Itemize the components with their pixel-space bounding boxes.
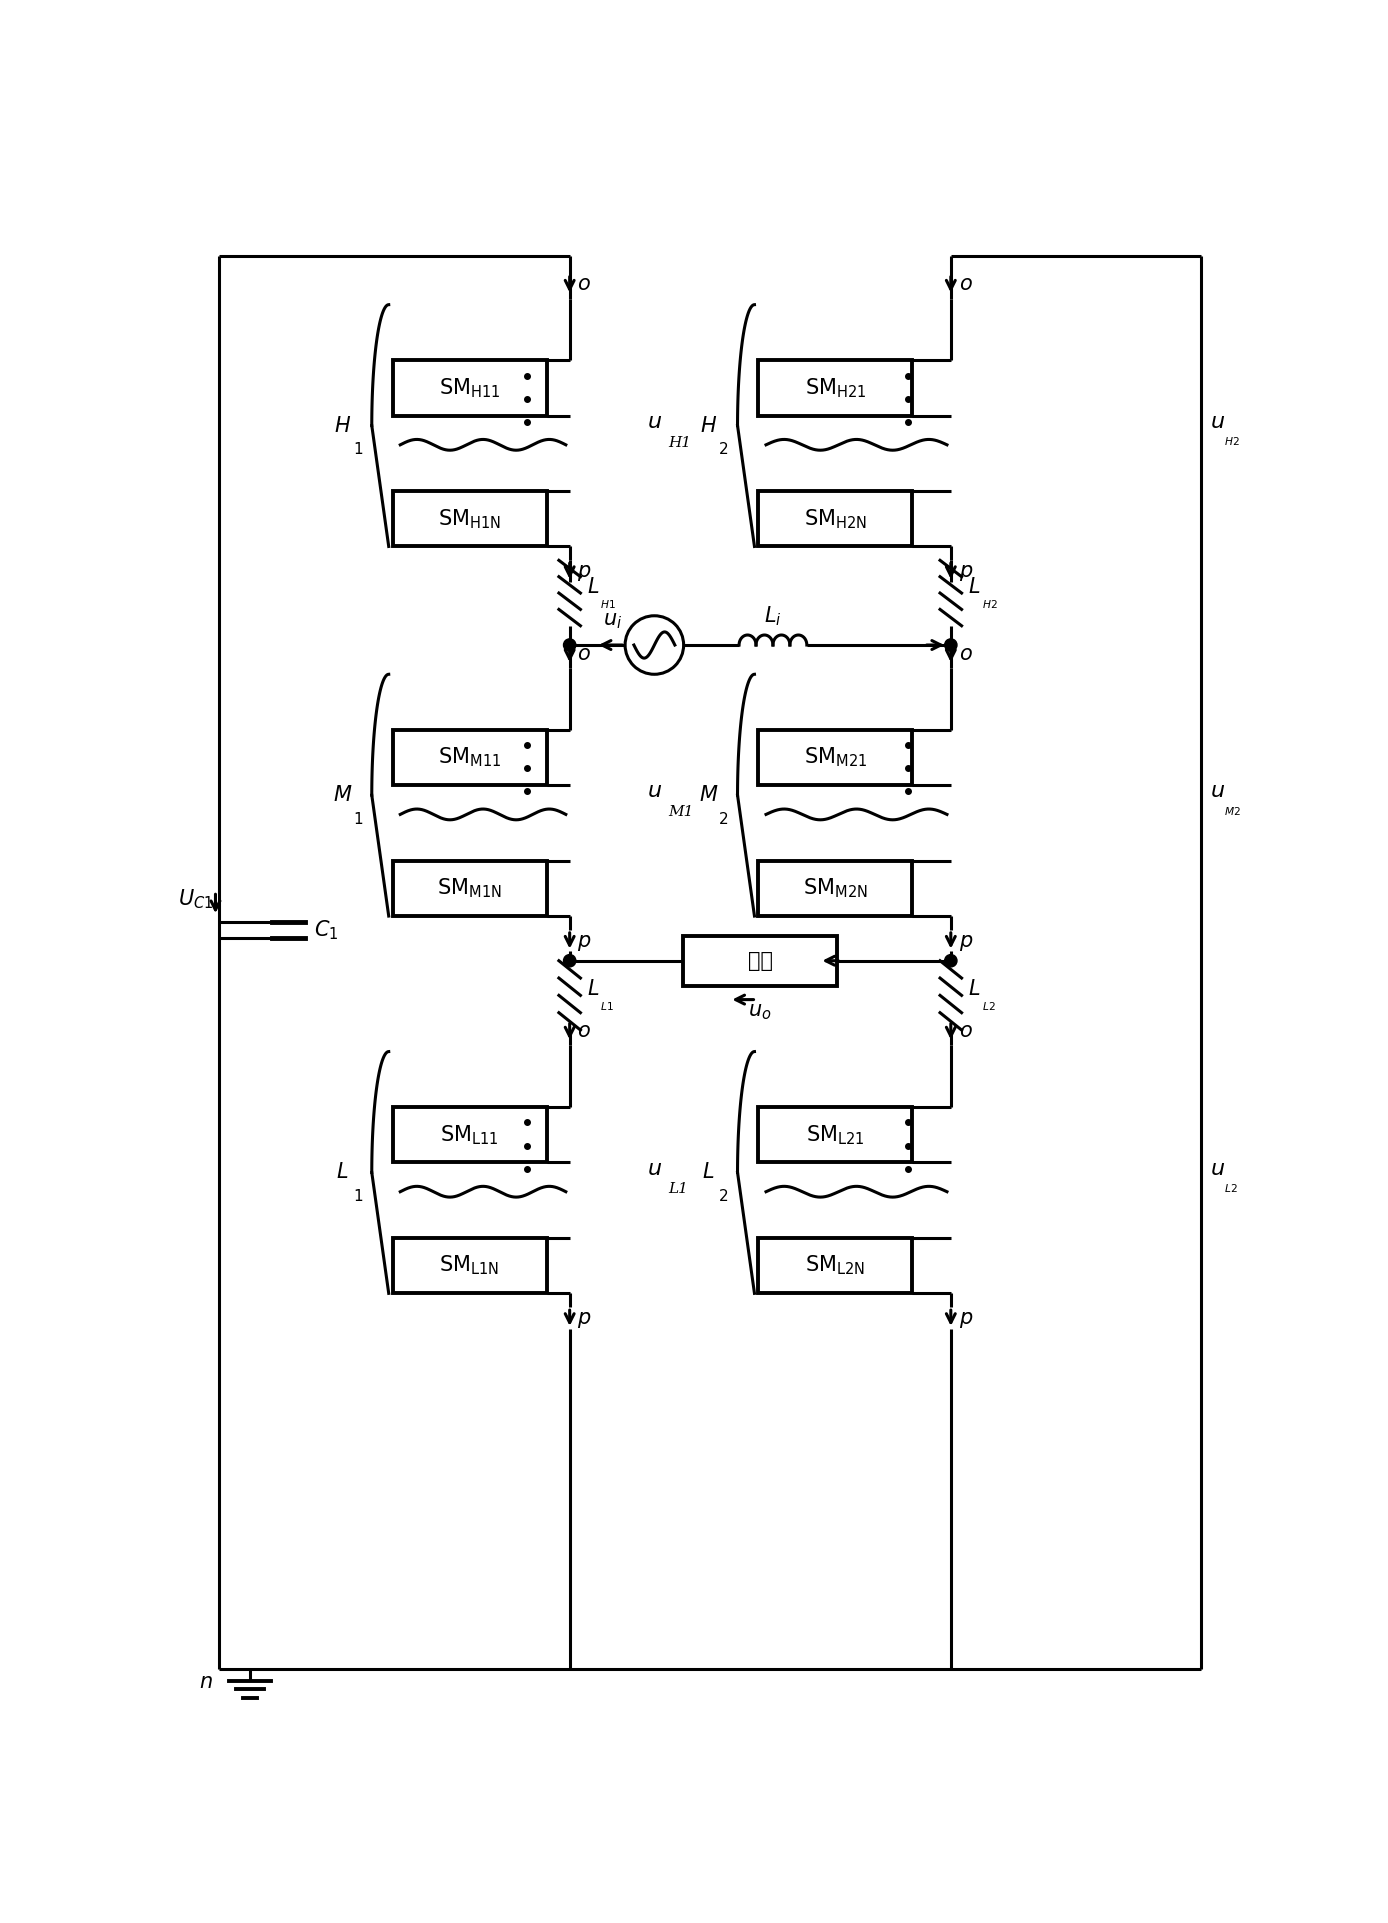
Text: $_{M2}$: $_{M2}$ — [1224, 804, 1241, 817]
Text: $\mathrm{SM}_{\mathrm{H1N}}$: $\mathrm{SM}_{\mathrm{H1N}}$ — [439, 508, 501, 531]
Text: $u$: $u$ — [647, 1158, 662, 1179]
Text: $\mathit{M}$: $\mathit{M}$ — [333, 785, 353, 806]
Text: $\mathit{2}$: $\mathit{2}$ — [718, 1188, 729, 1204]
FancyBboxPatch shape — [758, 1108, 912, 1163]
Text: M1: M1 — [668, 806, 694, 819]
Text: $L$: $L$ — [587, 979, 600, 1000]
Text: $o$: $o$ — [959, 644, 973, 663]
Text: $p$: $p$ — [959, 933, 973, 954]
Text: $o$: $o$ — [577, 644, 591, 663]
Text: $\mathit{H}$: $\mathit{H}$ — [700, 415, 716, 437]
Text: $u_i$: $u_i$ — [602, 612, 622, 631]
FancyBboxPatch shape — [683, 937, 837, 986]
FancyBboxPatch shape — [758, 729, 912, 785]
FancyBboxPatch shape — [393, 729, 547, 785]
Text: $_{L1}$: $_{L1}$ — [601, 1000, 615, 1013]
FancyBboxPatch shape — [758, 862, 912, 915]
Text: $p$: $p$ — [959, 563, 973, 583]
Text: $_{L2}$: $_{L2}$ — [981, 1000, 995, 1013]
Text: $\mathrm{SM}_{\mathrm{M2N}}$: $\mathrm{SM}_{\mathrm{M2N}}$ — [802, 877, 868, 900]
Text: $p$: $p$ — [577, 563, 591, 583]
FancyBboxPatch shape — [393, 360, 547, 415]
Text: $\mathrm{SM}_{\mathrm{H11}}$: $\mathrm{SM}_{\mathrm{H11}}$ — [439, 377, 501, 400]
Text: $U_{C1}$: $U_{C1}$ — [178, 887, 214, 912]
Text: $\mathit{1}$: $\mathit{1}$ — [353, 1188, 362, 1204]
Text: L1: L1 — [668, 1183, 688, 1196]
Text: $\mathit{2}$: $\mathit{2}$ — [718, 812, 729, 827]
Text: $\mathrm{SM}_{\mathrm{L1N}}$: $\mathrm{SM}_{\mathrm{L1N}}$ — [440, 1254, 500, 1277]
Text: $_{H2}$: $_{H2}$ — [1224, 435, 1239, 448]
Text: $\mathrm{SM}_{\mathrm{H2N}}$: $\mathrm{SM}_{\mathrm{H2N}}$ — [804, 508, 868, 531]
Text: $u$: $u$ — [1210, 412, 1226, 433]
Text: $_{H2}$: $_{H2}$ — [981, 596, 998, 612]
FancyBboxPatch shape — [758, 360, 912, 415]
Text: $\mathit{H}$: $\mathit{H}$ — [335, 415, 351, 437]
Text: $u$: $u$ — [1210, 781, 1226, 802]
Text: $\mathrm{SM}_{\mathrm{M21}}$: $\mathrm{SM}_{\mathrm{M21}}$ — [804, 746, 868, 769]
Text: $\mathit{1}$: $\mathit{1}$ — [353, 440, 362, 458]
Circle shape — [945, 638, 956, 652]
Text: $\mathit{L}$: $\mathit{L}$ — [336, 1163, 348, 1183]
FancyBboxPatch shape — [393, 1108, 547, 1163]
Text: $p$: $p$ — [577, 1310, 591, 1331]
FancyBboxPatch shape — [758, 490, 912, 546]
Text: $\mathit{L}$: $\mathit{L}$ — [702, 1163, 715, 1183]
Text: $o$: $o$ — [577, 1021, 591, 1040]
Text: $o$: $o$ — [959, 275, 973, 294]
Text: $p$: $p$ — [959, 1310, 973, 1331]
Circle shape — [564, 954, 576, 967]
Text: $\mathrm{SM}_{\mathrm{L21}}$: $\mathrm{SM}_{\mathrm{L21}}$ — [806, 1123, 865, 1146]
Text: $\mathrm{SM}_{\mathrm{L2N}}$: $\mathrm{SM}_{\mathrm{L2N}}$ — [805, 1254, 866, 1277]
Text: $u$: $u$ — [647, 781, 662, 802]
Text: $L$: $L$ — [587, 577, 600, 596]
Text: $u$: $u$ — [647, 412, 662, 433]
Text: $\mathrm{SM}_{\mathrm{H21}}$: $\mathrm{SM}_{\mathrm{H21}}$ — [805, 377, 866, 400]
Text: $_{L2}$: $_{L2}$ — [1224, 1181, 1238, 1194]
Text: $C_1$: $C_1$ — [314, 917, 339, 942]
FancyBboxPatch shape — [393, 1238, 547, 1294]
Text: $\mathit{M}$: $\mathit{M}$ — [698, 785, 718, 806]
Text: $L_i$: $L_i$ — [765, 604, 781, 629]
Text: $L$: $L$ — [967, 979, 980, 1000]
FancyBboxPatch shape — [393, 862, 547, 915]
Text: $_{H1}$: $_{H1}$ — [601, 596, 616, 612]
Text: $u$: $u$ — [1210, 1158, 1226, 1179]
Text: $n$: $n$ — [200, 1673, 214, 1692]
Text: $u_o$: $u_o$ — [748, 1002, 772, 1023]
Circle shape — [564, 638, 576, 652]
Text: H1: H1 — [668, 437, 691, 450]
Text: $\mathrm{SM}_{\mathrm{L11}}$: $\mathrm{SM}_{\mathrm{L11}}$ — [440, 1123, 498, 1146]
Text: 负载: 负载 — [748, 950, 773, 971]
Text: $\mathrm{SM}_{\mathrm{M11}}$: $\mathrm{SM}_{\mathrm{M11}}$ — [439, 746, 501, 769]
Text: $\mathrm{SM}_{\mathrm{M1N}}$: $\mathrm{SM}_{\mathrm{M1N}}$ — [437, 877, 502, 900]
Text: $o$: $o$ — [577, 275, 591, 294]
Text: $p$: $p$ — [577, 933, 591, 954]
FancyBboxPatch shape — [758, 1238, 912, 1294]
Text: $\mathit{1}$: $\mathit{1}$ — [353, 812, 362, 827]
FancyBboxPatch shape — [393, 490, 547, 546]
Text: $o$: $o$ — [959, 1021, 973, 1040]
Text: $L$: $L$ — [967, 577, 980, 596]
Text: $\mathit{2}$: $\mathit{2}$ — [718, 440, 729, 458]
Circle shape — [945, 954, 956, 967]
